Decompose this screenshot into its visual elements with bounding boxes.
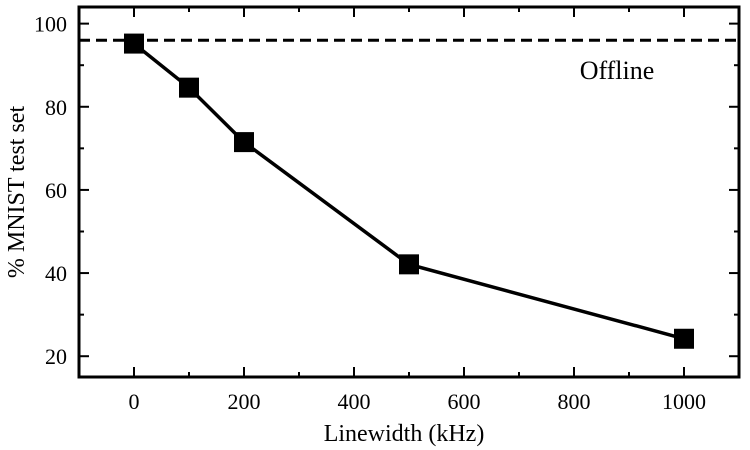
x-tick-label: 0 xyxy=(129,389,140,414)
y-tick-label: 100 xyxy=(34,12,67,37)
y-tick-label: 20 xyxy=(45,344,67,369)
y-tick-label: 40 xyxy=(45,261,67,286)
data-point-marker xyxy=(124,33,144,54)
y-axis-label: % MNIST test set xyxy=(4,106,30,279)
data-point-marker xyxy=(234,132,254,153)
x-tick-label: 600 xyxy=(448,389,481,414)
data-point-marker xyxy=(674,328,694,349)
x-axis-label: Linewidth (kHz) xyxy=(324,421,485,447)
x-tick-label: 1000 xyxy=(662,389,706,414)
x-tick-label: 200 xyxy=(228,389,261,414)
y-tick-label: 80 xyxy=(45,95,67,120)
series-line xyxy=(132,42,685,341)
y-tick-label: 60 xyxy=(45,178,67,203)
offline-label: Offline xyxy=(580,56,655,85)
data-point-marker xyxy=(399,254,419,275)
x-tick-label: 400 xyxy=(338,389,371,414)
data-point-marker xyxy=(179,77,199,98)
x-tick-label: 800 xyxy=(558,389,591,414)
